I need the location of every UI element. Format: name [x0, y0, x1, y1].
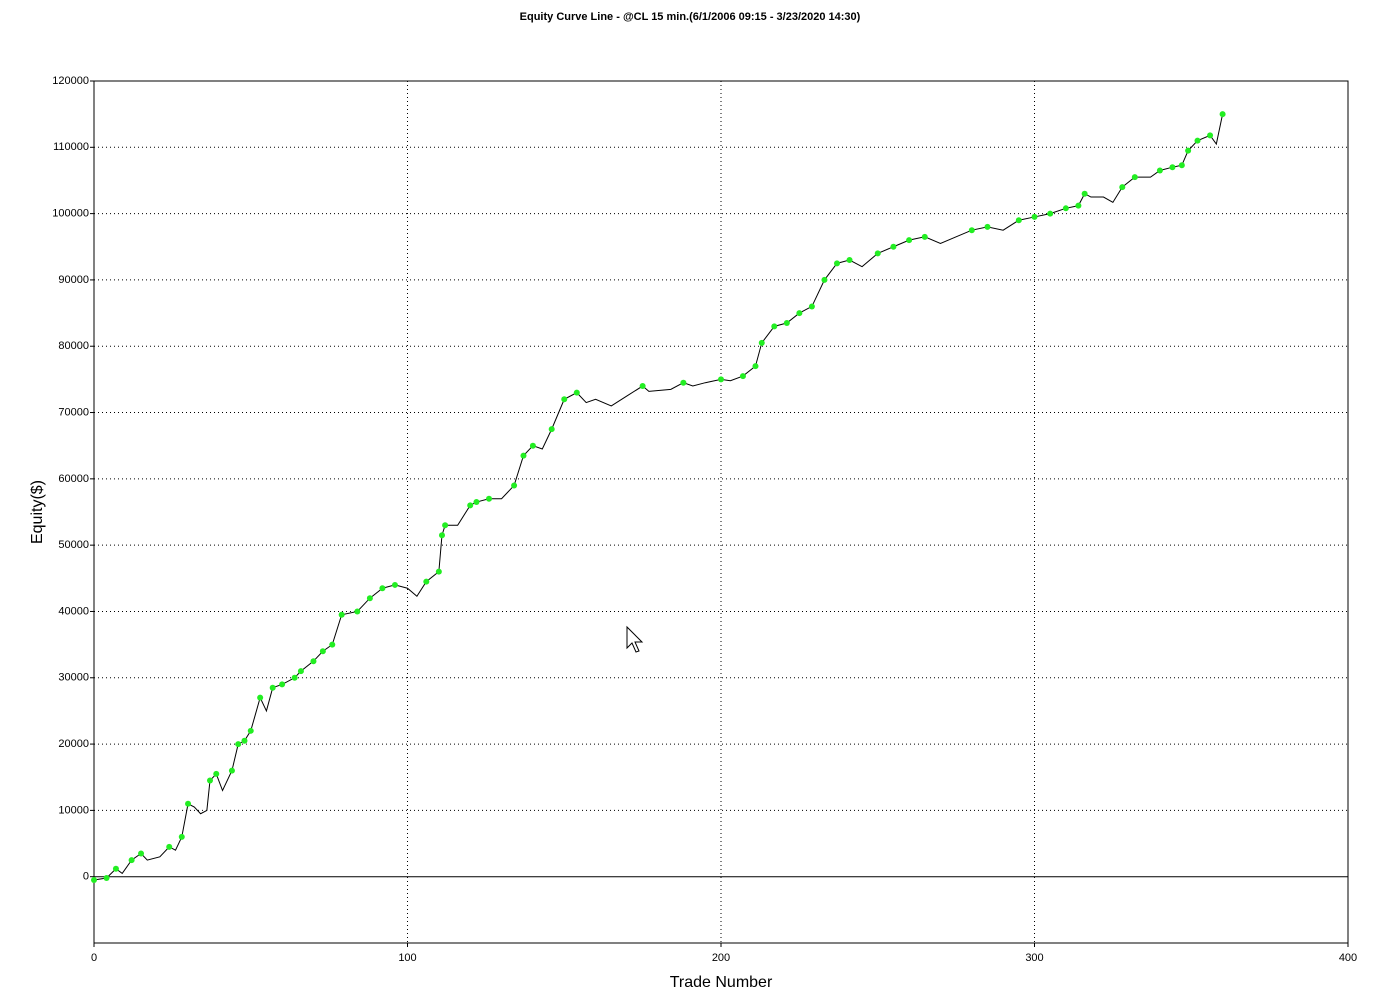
- new-high-dot: [1169, 164, 1176, 171]
- new-high-dot: [279, 681, 286, 688]
- new-high-dot: [247, 727, 254, 734]
- new-high-dot: [128, 857, 135, 864]
- new-high-dot: [906, 237, 913, 244]
- new-high-dot: [228, 767, 235, 774]
- new-high-dot: [435, 568, 442, 575]
- y-tick-label: 110000: [53, 141, 89, 153]
- new-high-dot: [291, 674, 298, 681]
- new-high-dot: [297, 668, 304, 675]
- y-tick-label: 50000: [58, 539, 89, 551]
- new-high-dot: [771, 323, 778, 330]
- new-high-dot: [442, 522, 449, 529]
- new-high-dot: [91, 877, 97, 884]
- new-high-dot: [833, 260, 840, 267]
- x-tick-label: 0: [91, 952, 97, 964]
- new-high-dot: [166, 843, 173, 850]
- new-high-dot: [1185, 147, 1192, 154]
- new-high-dot: [752, 363, 759, 370]
- y-tick-label: 60000: [58, 473, 89, 485]
- y-tick-label: 80000: [58, 340, 89, 352]
- new-high-dot: [561, 396, 568, 403]
- new-high-dot: [984, 223, 991, 230]
- new-high-dot: [1047, 210, 1054, 217]
- y-tick-label: 90000: [58, 274, 89, 286]
- new-high-dot: [783, 320, 790, 327]
- y-tick-label: 30000: [58, 672, 89, 684]
- new-high-dot: [310, 658, 317, 665]
- new-high-dot: [354, 608, 361, 615]
- x-tick-label: 100: [398, 952, 416, 964]
- new-high-dot: [520, 452, 527, 459]
- new-high-dot: [758, 339, 765, 346]
- y-tick-label: 20000: [58, 738, 89, 750]
- new-high-dot: [718, 376, 724, 383]
- new-high-dot: [921, 233, 928, 240]
- new-high-dot: [213, 770, 220, 777]
- x-tick-label: 300: [1025, 952, 1043, 964]
- new-high-dot: [511, 482, 518, 489]
- y-tick-label: 40000: [58, 605, 89, 617]
- x-axis-title: Trade Number: [670, 974, 773, 991]
- new-high-dot: [846, 257, 853, 264]
- new-high-dot: [1031, 213, 1038, 220]
- new-high-dot: [890, 243, 897, 250]
- y-tick-label: 100000: [52, 208, 89, 220]
- new-high-dot: [366, 595, 373, 602]
- new-high-dot: [138, 850, 145, 857]
- new-high-dot: [467, 502, 474, 509]
- new-high-dot: [438, 532, 445, 539]
- new-high-dot: [529, 442, 536, 449]
- y-tick-label: 10000: [58, 804, 89, 816]
- y-tick-label: 120000: [52, 75, 89, 87]
- new-high-dot: [548, 426, 555, 433]
- new-high-dot: [379, 585, 386, 592]
- new-high-dot: [103, 875, 110, 882]
- cursor: [626, 625, 644, 653]
- new-high-dot: [639, 383, 646, 390]
- new-high-dot: [1081, 190, 1088, 197]
- new-high-dot: [269, 684, 276, 691]
- new-high-dot: [1015, 217, 1022, 224]
- x-tick-label: 400: [1339, 952, 1357, 964]
- y-tick-label: 0: [83, 871, 89, 883]
- new-high-dot: [1178, 162, 1185, 169]
- equity-line: [93, 114, 1224, 881]
- new-high-dot: [235, 741, 242, 748]
- new-high-dot: [241, 737, 248, 744]
- y-tick-label: 70000: [58, 406, 89, 418]
- new-high-dot: [178, 833, 185, 840]
- new-high-dot: [821, 276, 828, 283]
- y-axis-title: Equity($): [29, 480, 46, 544]
- new-high-dot: [874, 250, 881, 257]
- new-high-dot: [257, 694, 264, 701]
- new-high-dot: [968, 227, 975, 234]
- new-high-dot: [1207, 132, 1214, 139]
- chart-title: Equity Curve Line - @CL 15 min.(6/1/2006…: [520, 11, 861, 23]
- new-high-dot: [1062, 205, 1069, 212]
- new-high-dot: [1194, 137, 1201, 144]
- new-high-dot: [1075, 202, 1082, 209]
- new-high-dot: [739, 373, 746, 380]
- new-high-dot: [1131, 174, 1138, 181]
- new-high-dot: [319, 648, 326, 655]
- new-high-dot: [808, 303, 815, 310]
- new-high-dot: [112, 865, 119, 872]
- new-high-dot: [680, 379, 687, 386]
- new-high-dot: [1219, 111, 1226, 118]
- new-high-dot: [338, 611, 345, 618]
- new-high-dot: [1119, 184, 1126, 191]
- new-high-dot: [329, 641, 336, 648]
- new-high-dot: [185, 800, 192, 807]
- new-high-dot: [473, 499, 480, 506]
- new-high-dot: [391, 581, 398, 588]
- new-high-dot: [573, 389, 580, 396]
- new-high-dot: [206, 777, 213, 784]
- new-high-dot: [423, 578, 430, 585]
- new-high-dot: [486, 495, 493, 502]
- new-high-dot: [796, 310, 803, 317]
- x-tick-label: 200: [712, 952, 730, 964]
- new-high-dot: [1156, 167, 1163, 174]
